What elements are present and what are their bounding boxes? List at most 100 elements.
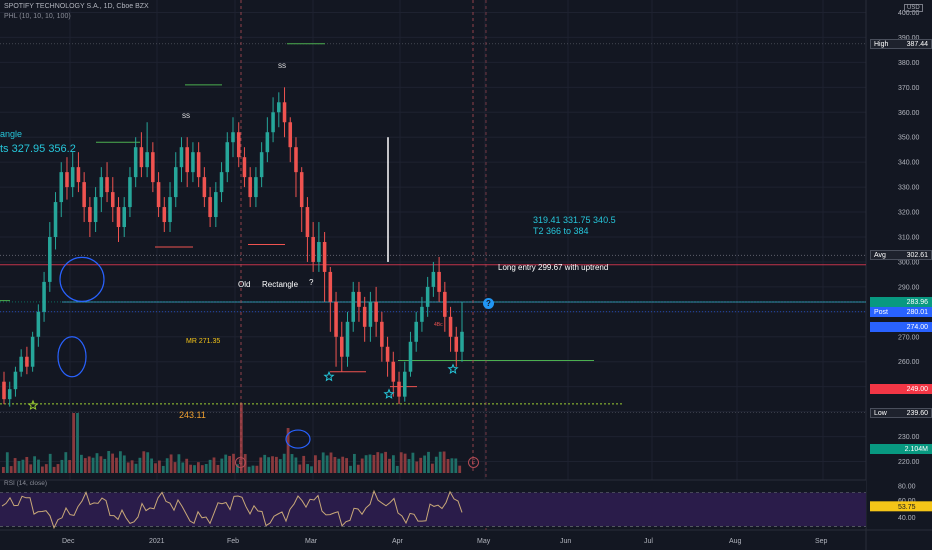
old-label: Old [238,280,250,289]
volume-bar [356,464,360,473]
volume-bar [345,458,348,473]
volume-bar [427,451,430,473]
volume-bar [458,465,462,473]
time-axis-label: May [477,538,491,545]
price-tick-label: 360.00 [898,110,920,117]
earnings-marker-2[interactable]: E [468,457,479,468]
star-marker [383,388,395,399]
volume-bar [395,465,399,473]
volume-bar [138,457,142,473]
volume-bar [341,456,345,473]
volume-bar [91,457,95,473]
candle-body [173,167,178,198]
candle-body [25,356,29,367]
axis-label-low: Low 239.60 [870,407,932,418]
candle-body [385,346,390,362]
question-marker[interactable]: ? [483,298,494,309]
price-tick-label: 270.00 [898,334,920,341]
candle-body [311,237,315,262]
volume-bar [446,458,450,473]
price-tick-label: 390.00 [898,35,920,42]
candle-body [282,102,287,123]
candle-body [36,311,41,337]
rsi-value-text: 53.75 [898,504,916,511]
candle-body [391,361,396,382]
volume-bar [294,457,298,473]
volume-bar [224,454,228,473]
candle-body [288,122,293,148]
volume-bar [115,457,118,473]
time-axis-label: Dec [62,538,75,545]
candle-body [448,316,453,337]
volume-bar [368,454,372,473]
rsi-tick-label: 40.00 [898,515,916,522]
volume-bar [290,454,294,473]
indicator-legend[interactable]: PHL (10, 10, 10, 100) [4,13,71,20]
axis-label-volume: 2.104M [870,444,932,455]
time-axis-label: Aug [729,538,742,545]
volume-bar [130,460,134,473]
rsi-value-badge [870,501,932,512]
candle-body [231,132,235,143]
volume-bar [2,467,5,473]
volume-bar [337,458,341,473]
volume-bar [158,460,161,473]
volume-bar [64,452,68,473]
rsi-legend: RSI (14, close) [4,480,47,487]
volume-bar [278,459,282,473]
candle-body [65,172,69,188]
time-axis-label: Jul [644,538,653,545]
volume-bar [52,466,56,473]
candle-body [42,281,46,312]
volume-bar [80,454,83,473]
support-label: 243.11 [179,410,206,420]
volume-bar [142,451,146,473]
volume-bar [193,465,196,473]
volume-bar [349,465,352,473]
candle-body [322,241,327,272]
candle-body [277,102,281,113]
price-tick-label: 340.00 [898,160,920,167]
volume-bar [415,461,419,473]
candle-body [185,147,189,173]
candle-body [351,291,355,322]
volume-bar [48,453,52,473]
ss-label-2: SS [278,64,286,70]
volume-bar [204,463,208,473]
volume-bar [442,451,446,473]
volume-bar [208,459,212,473]
rectangle-label-partial: angle [0,129,22,139]
candle-body [70,167,75,188]
earnings-marker-1[interactable]: E [235,457,246,468]
long-entry-label: Long entry 299.67 with uptrend [498,263,608,272]
candle-body [59,172,64,203]
targets-label-partial: ts 327.95 356.2 [0,143,76,155]
volume-bar [232,453,235,473]
candle-body [7,389,12,400]
candle-body [191,152,195,173]
candle-body [294,147,298,173]
candle-body [265,132,270,153]
candle-body [133,147,138,178]
small-pattern-label: 4Bc [434,322,443,328]
candle-body [362,306,367,327]
time-axis-label: Apr [392,538,404,545]
candle-body [299,172,304,208]
volume-bar [126,462,130,473]
volume-bar [423,455,426,473]
volume-bar [267,457,270,473]
axis-label-value: 274.00 [906,323,928,331]
price-tick-label: 370.00 [898,85,920,92]
volume-bar [21,459,25,473]
volume-bar [388,458,391,473]
candle-body [242,157,247,178]
time-axis-label: Feb [227,538,239,545]
volume-bar [431,463,434,473]
candle-body [196,152,201,178]
currency-badge[interactable]: USD [904,4,923,12]
rsi-tick-label: 80.00 [898,484,916,491]
volume-bar [317,460,321,473]
chart-title: SPOTIFY TECHNOLOGY S.A., 1D, Cboe BZX [4,3,149,10]
